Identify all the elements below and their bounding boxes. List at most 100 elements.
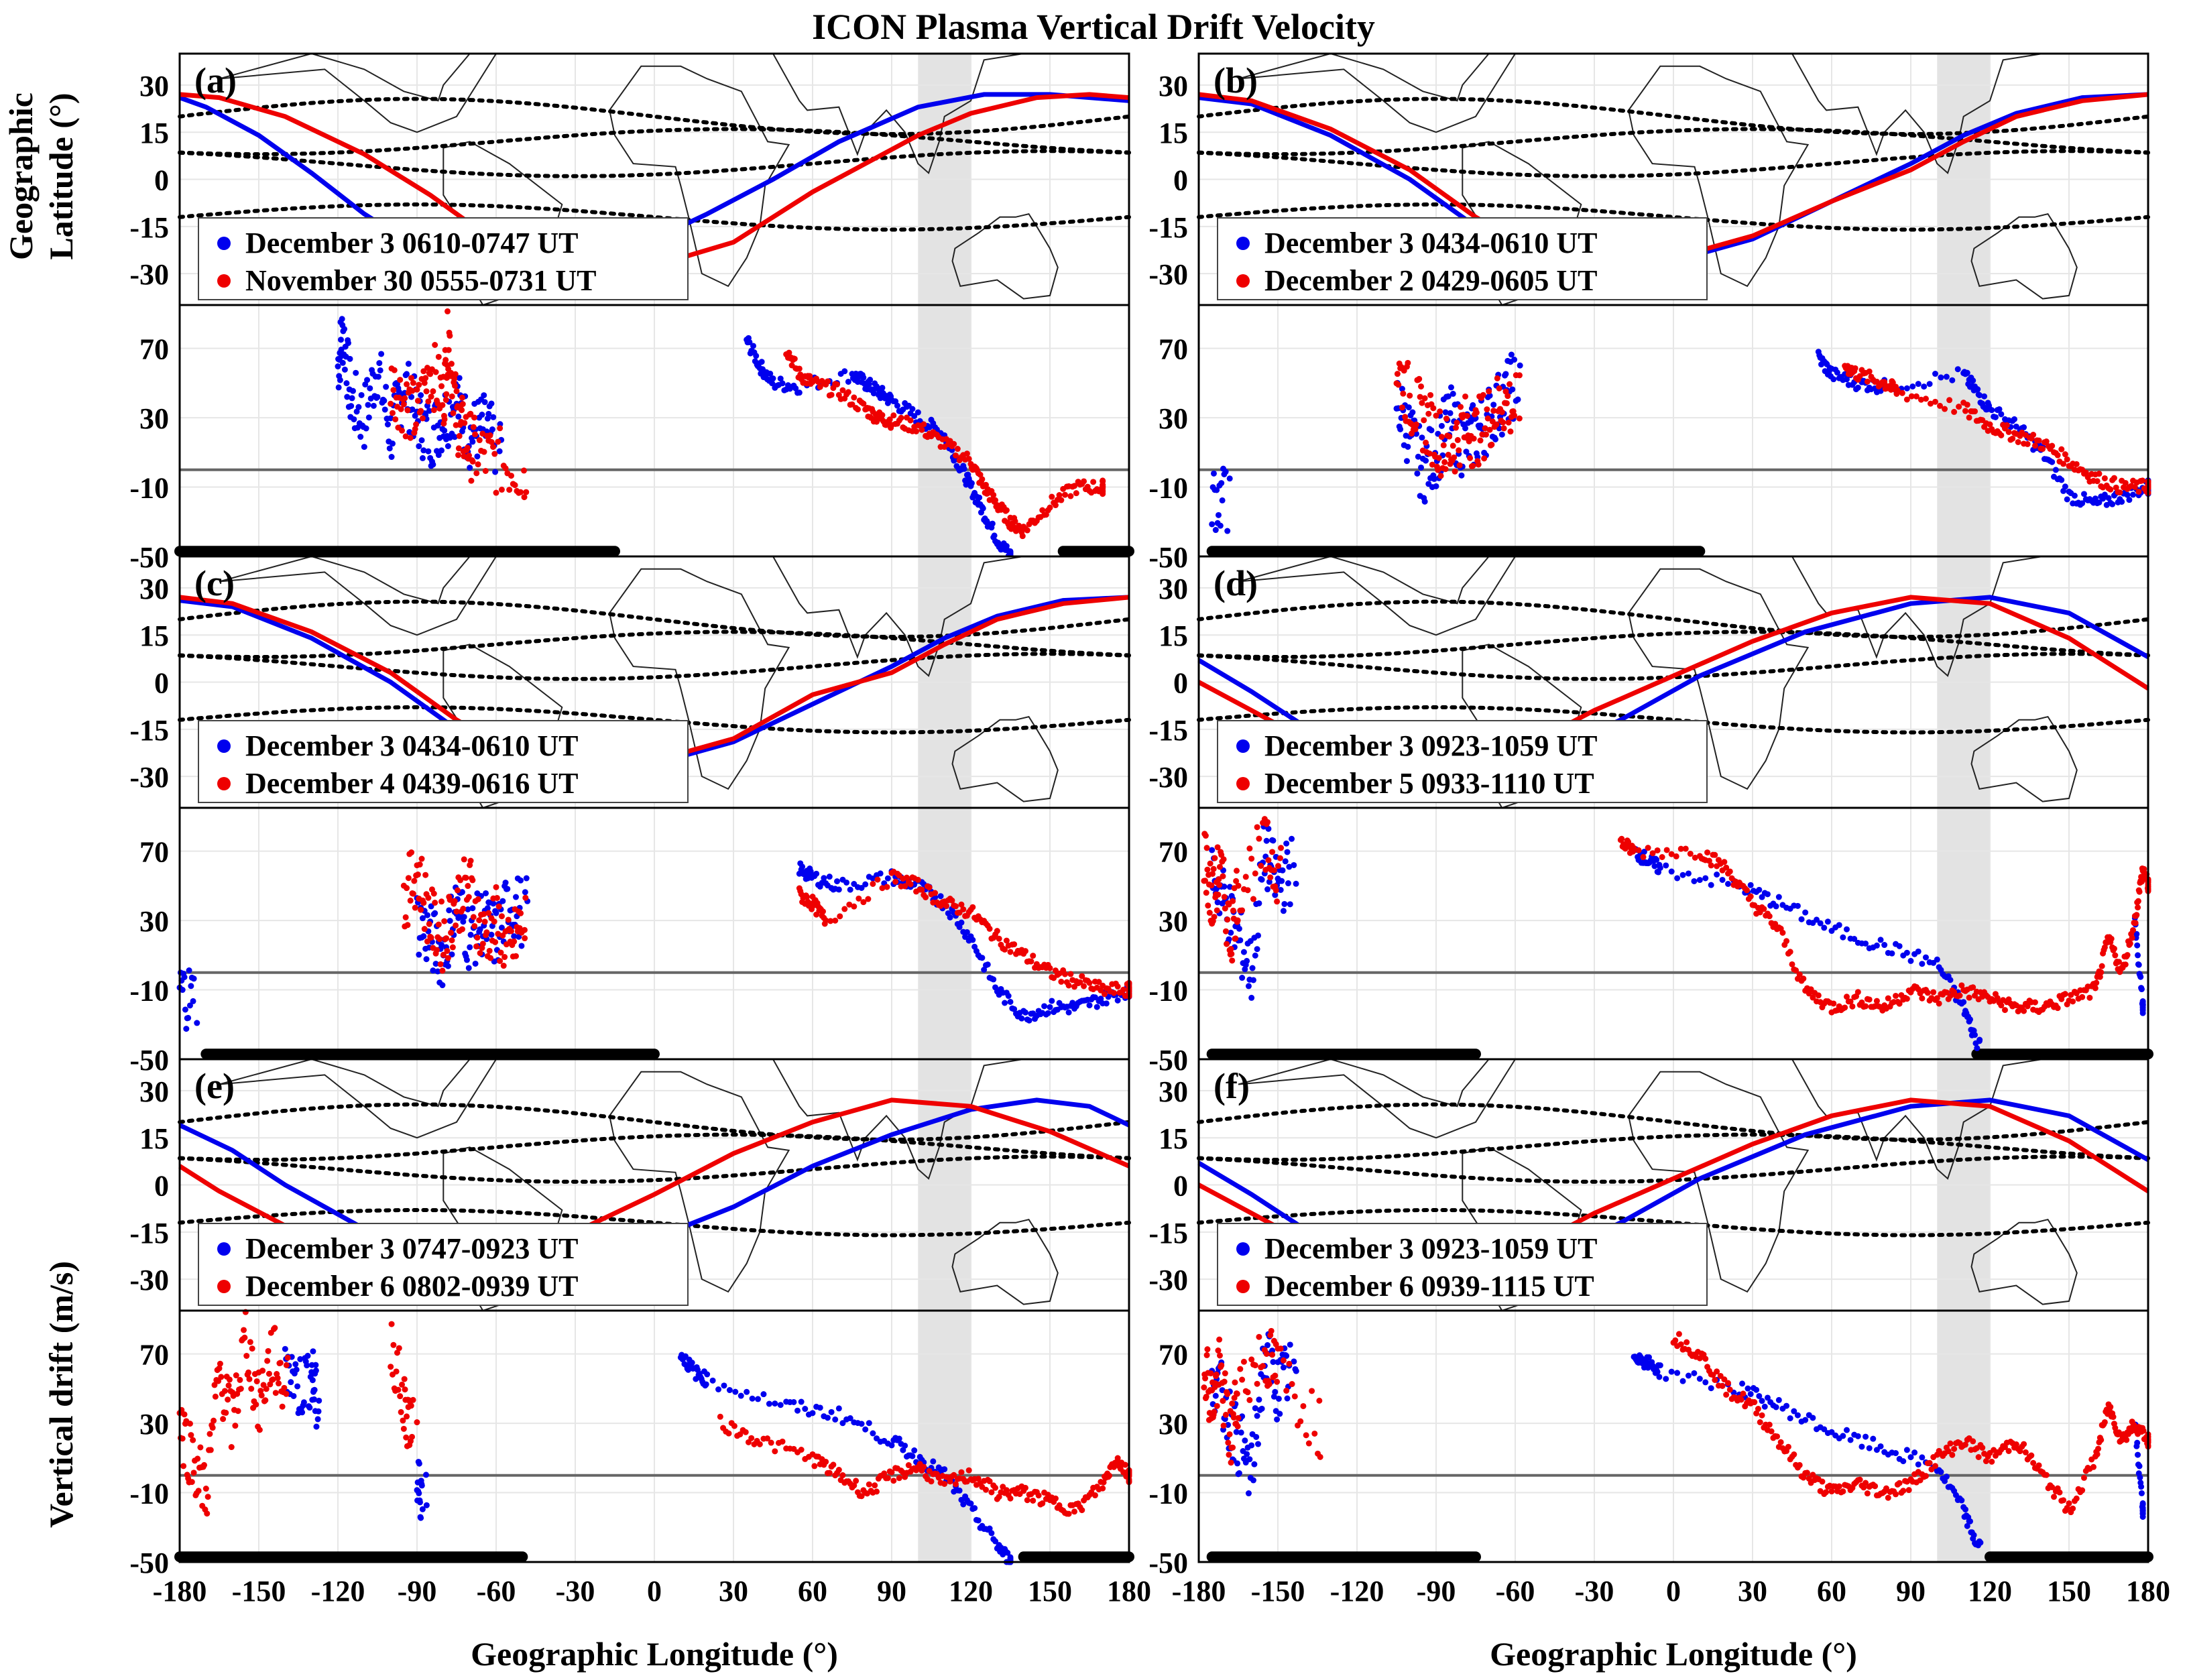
continent-outline <box>1970 1218 2078 1305</box>
drift-point-red <box>518 489 524 495</box>
magnetic-latitude-curve <box>1197 1208 2150 1238</box>
drift-point-blue <box>364 377 371 383</box>
drift-point-red <box>1945 1448 1952 1455</box>
drift-point-red <box>1453 424 1459 431</box>
drift-point-red <box>764 1435 771 1442</box>
drift-point-red <box>1413 421 1419 428</box>
drift-point-blue <box>1775 1396 1782 1403</box>
drift-point-red <box>1305 1440 1312 1447</box>
drift-point-blue <box>181 974 188 981</box>
drift-point-blue <box>968 480 975 487</box>
drift-point-red <box>483 929 490 936</box>
drift-point-red <box>481 918 488 925</box>
drift-point-red <box>1024 527 1030 534</box>
drift-point-blue <box>1685 870 1692 877</box>
lat-axis-label-line1: Geographic <box>2 93 40 260</box>
drift-point-red <box>495 438 501 445</box>
x-tick-label: -180 <box>1172 1575 1226 1608</box>
drift-point-blue <box>1244 957 1250 964</box>
drift-point-blue <box>1094 1004 1100 1010</box>
x-tick-label: 90 <box>877 1575 906 1608</box>
drift-point-red <box>487 955 494 961</box>
drift-point-red <box>1761 906 1767 912</box>
drift-point-blue <box>183 1026 190 1032</box>
drift-point-blue <box>1943 373 1950 380</box>
lat-tick-label: 15 <box>1159 117 1188 149</box>
drift-point-blue <box>310 1348 316 1355</box>
drift-point-red <box>426 920 432 927</box>
legend-label: December 6 0802-0939 UT <box>245 1270 579 1303</box>
drift-point-red <box>1738 1396 1745 1403</box>
drift-point-blue <box>316 1397 322 1404</box>
drift-point-blue <box>430 967 436 974</box>
drift-point-red <box>1081 478 1087 485</box>
drift-point-red <box>1052 502 1059 509</box>
drift-point-blue <box>766 1400 772 1407</box>
drift-point-red <box>1297 1418 1304 1425</box>
drift-point-red <box>1979 1445 1986 1451</box>
drift-point-red <box>2101 475 2108 481</box>
drift-point-red <box>1039 507 1046 514</box>
drift-point-blue <box>182 1006 188 1013</box>
drift-point-red <box>1201 1384 1207 1391</box>
drift-point-red <box>1022 948 1028 955</box>
drift-point-red <box>1269 849 1276 855</box>
drift-point-blue <box>1907 1454 1914 1461</box>
drift-point-red <box>884 1475 891 1482</box>
drift-point-red <box>958 901 965 908</box>
drift-point-red <box>2101 944 2108 951</box>
drift-point-red <box>464 444 471 451</box>
drift-point-red <box>441 416 448 422</box>
drift-point-blue <box>1279 867 1286 874</box>
drift-point-red <box>207 1447 214 1453</box>
drift-point-blue <box>456 375 463 381</box>
drift-point-red <box>473 943 479 950</box>
drift-point-red <box>2133 912 2140 918</box>
drift-point-red <box>395 1386 402 1393</box>
drift-point-red <box>1726 1386 1733 1393</box>
lat-tick-label: -30 <box>129 1264 169 1297</box>
drift-point-red <box>1266 1381 1273 1388</box>
drift-point-blue <box>1026 1017 1032 1024</box>
drift-point-blue <box>381 398 388 404</box>
drift-point-red <box>414 398 421 404</box>
drift-point-red <box>1994 995 2001 1002</box>
lat-tick-label: 30 <box>139 1075 169 1108</box>
drift-point-red <box>834 381 841 387</box>
drift-point-blue <box>1421 498 1428 505</box>
drift-point-red <box>1815 992 1822 999</box>
drift-point-red <box>179 1435 186 1442</box>
drift-point-blue <box>1802 909 1809 916</box>
drift-tick-label: -50 <box>1148 1044 1188 1077</box>
drift-point-red <box>851 394 858 401</box>
drift-point-red <box>1425 410 1432 417</box>
drift-point-red <box>1228 951 1235 957</box>
drift-point-red <box>1723 1391 1730 1398</box>
drift-point-red <box>1866 368 1873 375</box>
drift-point-red <box>246 1376 253 1382</box>
drift-point-blue <box>1065 1009 1072 1016</box>
drift-point-red <box>392 416 399 422</box>
drift-point-red <box>490 444 497 451</box>
magnetic-latitude-curve <box>1197 97 2150 136</box>
drift-point-red <box>511 938 518 945</box>
drift-point-red <box>965 1467 972 1474</box>
drift-point-red <box>521 926 528 933</box>
x-axis-label-left: Geographic Longitude (°) <box>471 1635 838 1673</box>
drift-point-blue <box>715 1386 722 1393</box>
drift-tick-label: -10 <box>129 472 169 505</box>
drift-point-blue <box>418 392 424 399</box>
drift-point-blue <box>860 374 867 381</box>
drift-point-blue <box>926 424 933 430</box>
drift-point-blue <box>1761 1403 1768 1410</box>
drift-point-blue <box>1915 948 1922 955</box>
drift-point-red <box>479 430 486 437</box>
drift-point-blue <box>2134 942 2141 949</box>
drift-point-red <box>1972 408 1978 415</box>
drift-point-red <box>1252 870 1258 877</box>
drift-point-red <box>1056 492 1063 499</box>
drift-point-blue <box>1224 528 1231 534</box>
drift-point-red <box>195 1488 202 1494</box>
drift-point-blue <box>1490 402 1497 408</box>
